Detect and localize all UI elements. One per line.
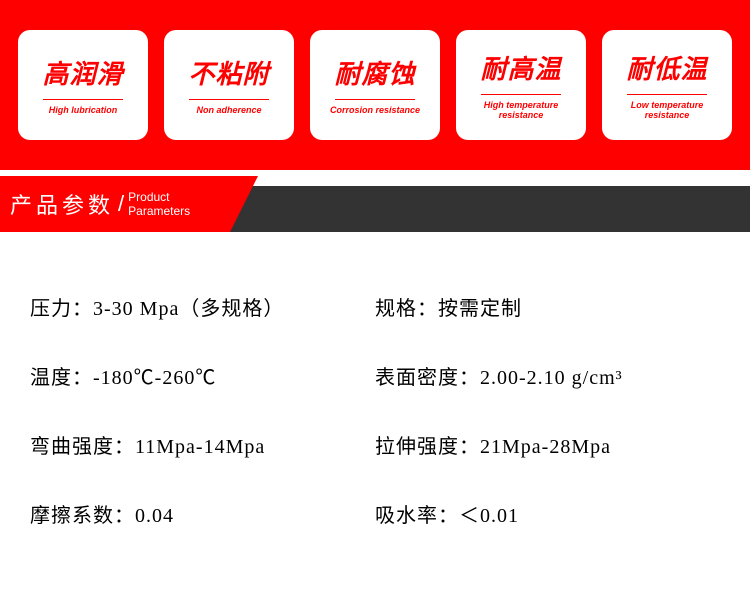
feature-title-cn: 不粘附 bbox=[188, 54, 269, 91]
param-value: ＜0.01 bbox=[459, 505, 519, 527]
section-title-en: Product Parameters bbox=[128, 190, 190, 219]
feature-box: 耐高温 High temperatureresistance bbox=[456, 30, 586, 140]
parameters-col-right: 规格：按需定制 表面密度：2.00-2.10 g/cm³ 拉伸强度：21Mpa-… bbox=[375, 292, 720, 568]
slash: / bbox=[118, 191, 124, 217]
param-label: 表面密度： bbox=[375, 367, 480, 389]
feature-title-cn: 耐腐蚀 bbox=[334, 54, 415, 91]
feature-box: 高润滑 High lubrication bbox=[18, 30, 148, 140]
parameters-table: 压力：3-30 Mpa（多规格） 温度：-180℃-260℃ 弯曲强度：11Mp… bbox=[0, 232, 750, 568]
parameters-col-left: 压力：3-30 Mpa（多规格） 温度：-180℃-260℃ 弯曲强度：11Mp… bbox=[30, 292, 375, 568]
feature-title-en: Corrosion resistance bbox=[330, 106, 420, 116]
feature-title-cn: 高润滑 bbox=[42, 54, 123, 91]
param-label: 吸水率： bbox=[375, 505, 459, 527]
param-value: 11Mpa-14Mpa bbox=[135, 436, 265, 458]
param-row: 规格：按需定制 bbox=[375, 292, 720, 321]
param-value: 3-30 Mpa（多规格） bbox=[93, 298, 284, 320]
feature-title-cn: 耐低温 bbox=[626, 49, 707, 86]
feature-box: 耐低温 Low temperatureresistance bbox=[602, 30, 732, 140]
section-header-title: 产品参数 / Product Parameters bbox=[0, 176, 230, 232]
param-value: -180℃-260℃ bbox=[93, 367, 216, 389]
feature-title-en: High temperatureresistance bbox=[484, 101, 559, 121]
param-label: 弯曲强度： bbox=[30, 436, 135, 458]
param-row: 吸水率：＜0.01 bbox=[375, 499, 720, 528]
param-row: 温度：-180℃-260℃ bbox=[30, 361, 375, 390]
param-row: 压力：3-30 Mpa（多规格） bbox=[30, 292, 375, 321]
param-row: 拉伸强度：21Mpa-28Mpa bbox=[375, 430, 720, 459]
param-label: 压力： bbox=[30, 298, 93, 320]
feature-box: 不粘附 Non adherence bbox=[164, 30, 294, 140]
param-row: 表面密度：2.00-2.10 g/cm³ bbox=[375, 361, 720, 390]
feature-box: 耐腐蚀 Corrosion resistance bbox=[310, 30, 440, 140]
param-value: 21Mpa-28Mpa bbox=[480, 436, 611, 458]
divider bbox=[627, 94, 707, 95]
divider bbox=[481, 94, 561, 95]
param-row: 摩擦系数：0.04 bbox=[30, 499, 375, 528]
section-title-cn: 产品参数 bbox=[10, 188, 114, 220]
param-value: 2.00-2.10 g/cm³ bbox=[480, 367, 623, 389]
feature-title-cn: 耐高温 bbox=[480, 49, 561, 86]
param-label: 摩擦系数： bbox=[30, 505, 135, 527]
feature-title-en: High lubrication bbox=[49, 106, 118, 116]
divider bbox=[189, 99, 269, 100]
feature-title-en: Non adherence bbox=[196, 106, 261, 116]
section-header-bar bbox=[210, 186, 750, 232]
param-label: 温度： bbox=[30, 367, 93, 389]
divider bbox=[43, 99, 123, 100]
feature-banner: 高润滑 High lubrication 不粘附 Non adherence 耐… bbox=[0, 0, 750, 170]
divider bbox=[335, 99, 415, 100]
param-label: 规格： bbox=[375, 298, 438, 320]
param-value: 按需定制 bbox=[438, 298, 522, 320]
param-row: 弯曲强度：11Mpa-14Mpa bbox=[30, 430, 375, 459]
param-label: 拉伸强度： bbox=[375, 436, 480, 458]
section-header: 产品参数 / Product Parameters bbox=[0, 176, 750, 232]
param-value: 0.04 bbox=[135, 505, 174, 527]
feature-title-en: Low temperatureresistance bbox=[631, 101, 704, 121]
